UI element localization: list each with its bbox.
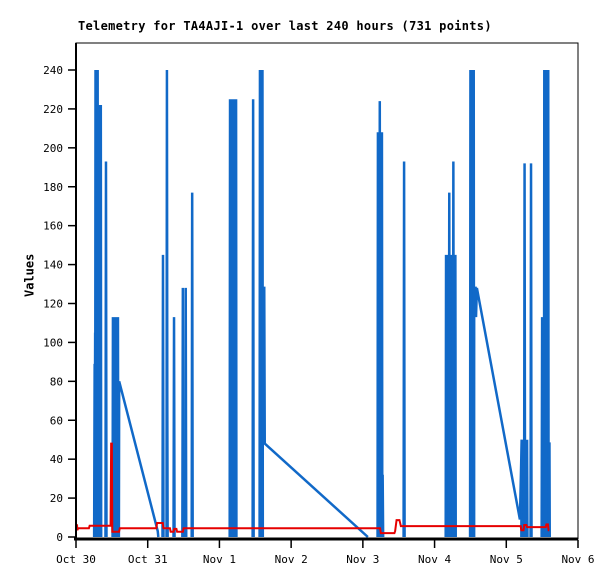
y-tick-label: 180	[43, 181, 63, 194]
x-tick-label: Oct 31	[128, 553, 168, 566]
series-telemetry-channel-blue	[104, 161, 108, 538]
series-telemetry-channel-blue	[522, 163, 527, 538]
y-axis-title: Values	[22, 253, 37, 297]
x-tick-label: Nov 2	[275, 553, 308, 566]
x-tick-label: Nov 4	[418, 553, 451, 566]
x-tick-label: Nov 1	[203, 553, 236, 566]
series-telemetry-channel-blue	[451, 161, 456, 538]
series-telemetry-channel-blue	[540, 317, 544, 538]
series-telemetry-channel-blue	[183, 287, 188, 538]
series-telemetry-channel-blue	[228, 99, 238, 538]
plot-border	[75, 42, 579, 540]
series-telemetry-channel-blue	[190, 192, 194, 538]
series-telemetry-channel-blue	[447, 192, 452, 538]
chart-title: Telemetry for TA4AJI-1 over last 240 hou…	[78, 19, 492, 33]
y-tick-label: 80	[50, 375, 63, 388]
series-telemetry-channel-blue	[96, 105, 103, 538]
series-telemetry-channel-blue	[542, 69, 550, 538]
series-telemetry-channel-blue	[529, 163, 533, 538]
series-telemetry-channel-blue	[117, 381, 160, 538]
series-telemetry-channel-blue	[380, 474, 385, 538]
y-tick-label: 160	[43, 220, 63, 233]
series-telemetry-channel-red	[75, 442, 550, 535]
y-tick-label: 140	[43, 259, 63, 272]
x-tick-label: Nov 6	[561, 553, 594, 566]
series-telemetry-channel-blue	[378, 101, 382, 538]
series-telemetry-channel-blue	[402, 161, 406, 538]
y-tick-label: 220	[43, 103, 63, 116]
y-tick-label: 120	[43, 298, 63, 311]
y-tick-label: 240	[43, 64, 63, 77]
series-telemetry-channel-blue	[165, 69, 169, 538]
y-tick-label: 20	[50, 492, 63, 505]
series-telemetry-channel-blue	[547, 442, 551, 538]
series-telemetry-channel-blue	[172, 317, 176, 538]
y-tick-label: 100	[43, 336, 63, 349]
x-tick-label: Nov 3	[346, 553, 379, 566]
y-tick-label: 0	[56, 531, 63, 544]
y-tick-label: 200	[43, 142, 63, 155]
series-telemetry-channel-blue	[261, 286, 369, 538]
series-telemetry-channel-blue	[161, 254, 165, 538]
y-tick-label: 60	[50, 414, 63, 427]
series-telemetry-channel-blue	[251, 99, 255, 538]
series-telemetry-channel-blue	[181, 287, 185, 538]
x-tick-label: Oct 30	[56, 553, 96, 566]
y-tick-label: 40	[50, 453, 63, 466]
series-telemetry-channel-blue	[472, 286, 523, 538]
x-tick-label: Nov 5	[490, 553, 523, 566]
series-telemetry-channel-blue	[111, 317, 120, 538]
